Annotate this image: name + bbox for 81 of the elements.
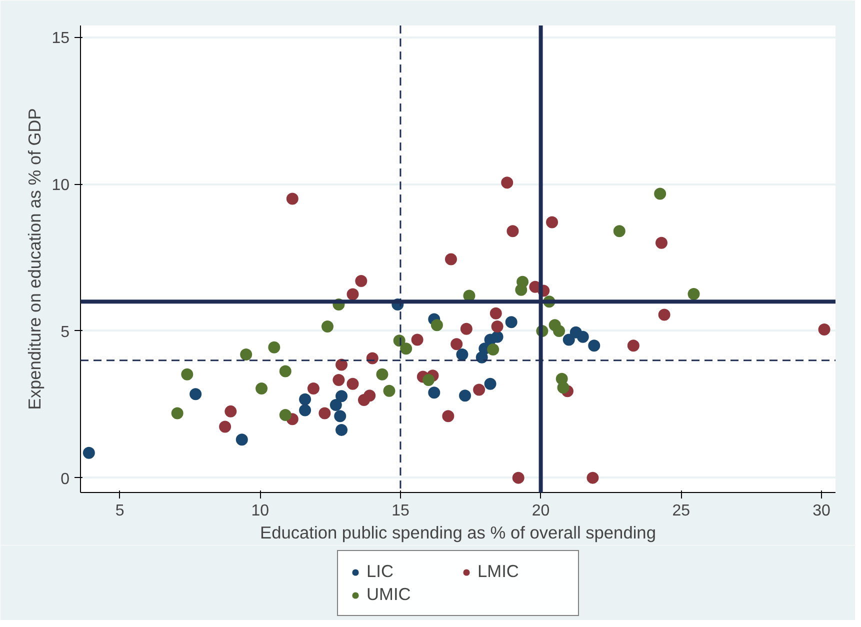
point [400, 342, 412, 355]
point [307, 382, 320, 395]
point [460, 322, 472, 335]
point [299, 404, 312, 416]
point [268, 341, 280, 354]
point [240, 348, 252, 360]
point [224, 405, 237, 418]
point [444, 253, 457, 266]
point [576, 330, 589, 343]
x-tick-label: 30 [812, 502, 830, 520]
legend-label: LIC [366, 561, 394, 582]
point [279, 408, 292, 421]
y-tick-label: 15 [52, 30, 70, 48]
x-tick-label: 20 [532, 502, 550, 520]
point [428, 386, 440, 399]
point [490, 307, 502, 320]
point [82, 446, 95, 459]
point [355, 275, 368, 288]
point [515, 284, 528, 296]
point [658, 308, 670, 321]
point [321, 320, 334, 333]
point [256, 382, 268, 395]
y-tick-label: 5 [60, 324, 70, 341]
point [190, 388, 202, 400]
point [505, 316, 518, 328]
y-tick-label: 0 [60, 470, 70, 488]
point [346, 378, 359, 390]
point [546, 216, 558, 228]
x-tick-label: 10 [251, 502, 270, 520]
point [236, 434, 248, 446]
point [501, 176, 514, 189]
y-tick-label: 10 [52, 177, 70, 194]
point [456, 348, 468, 360]
point [422, 374, 435, 386]
point [299, 393, 312, 406]
point [484, 378, 496, 390]
legend-label: UMIC [366, 584, 412, 605]
point [364, 390, 376, 402]
point [332, 374, 345, 386]
point [376, 368, 388, 380]
point [219, 420, 232, 433]
point [279, 365, 292, 378]
point [473, 384, 486, 396]
x-axis-title: Education public spending as % of overall spending [260, 522, 656, 542]
point [491, 320, 504, 333]
point [562, 334, 575, 346]
point [336, 390, 348, 402]
point [627, 340, 640, 352]
point [171, 407, 184, 420]
point [491, 330, 504, 343]
point [487, 343, 500, 356]
point [459, 390, 472, 402]
legend-label: LMIC [478, 561, 520, 582]
point [506, 225, 519, 238]
point [181, 368, 194, 380]
point [383, 384, 396, 397]
point [557, 382, 570, 394]
point [318, 407, 331, 420]
point [334, 410, 346, 422]
x-tick-label: 5 [115, 502, 124, 520]
point [586, 472, 599, 484]
point [346, 288, 359, 300]
point [655, 236, 668, 249]
y-axis-title: Expenditure on education as % of GDP [24, 108, 45, 410]
x-tick-label: 25 [672, 502, 690, 520]
point [286, 192, 298, 205]
point [430, 319, 443, 332]
point [512, 472, 524, 484]
point [450, 338, 463, 350]
point [553, 324, 566, 337]
point [588, 340, 600, 352]
point [336, 424, 348, 436]
point [411, 334, 424, 346]
point [613, 225, 626, 238]
point [336, 358, 348, 371]
point [330, 398, 342, 411]
point [818, 324, 830, 336]
point [442, 410, 454, 422]
point [654, 188, 666, 200]
point [688, 288, 700, 300]
x-tick-label: 15 [392, 502, 410, 520]
